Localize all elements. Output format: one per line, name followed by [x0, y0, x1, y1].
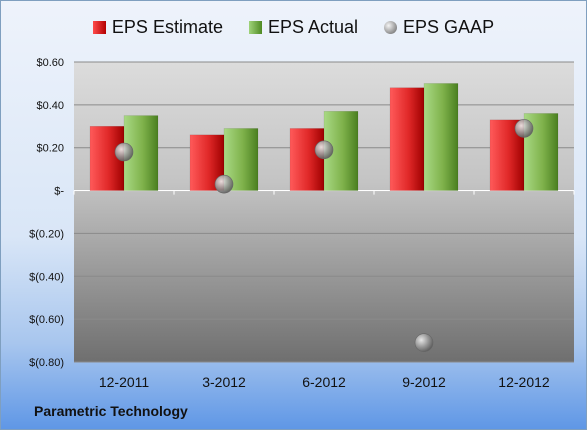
eps-estimate-bar	[389, 87, 425, 191]
eps-estimate-bar	[289, 128, 325, 191]
x-tick-label: 12-2011	[99, 374, 150, 390]
y-tick-label: $-	[54, 186, 64, 198]
bars	[89, 83, 559, 191]
eps-gaap-marker	[514, 119, 534, 138]
y-tick-label: $0.20	[36, 143, 64, 155]
x-tick-label: 6-2012	[302, 374, 346, 390]
y-tick-label: $(0.80)	[29, 357, 64, 369]
plot-area	[74, 62, 574, 362]
y-tick-label: $(0.20)	[29, 228, 64, 240]
company-name: Parametric Technology	[34, 403, 188, 419]
x-tick-label: 3-2012	[202, 374, 246, 390]
x-tick-label: 9-2012	[402, 374, 446, 390]
eps-gaap-marker	[314, 140, 334, 160]
legend-label-eps-estimate: EPS Estimate	[111, 17, 223, 37]
legend-item-eps-actual: EPS Actual	[248, 17, 359, 38]
y-axis: $0.60 $0.40 $0.20 $- $(0.20) $(0.40) $(0.60) $(…	[29, 57, 64, 369]
eps-gaap-marker	[114, 142, 134, 162]
legend-swatch-eps-gaap	[384, 21, 398, 34]
x-tick-label: 12-2012	[498, 374, 550, 390]
legend: EPS Estimate EPS Actual EPS GAAP	[1, 17, 586, 38]
legend-swatch-eps-estimate	[92, 21, 106, 34]
y-tick-label: $(0.40)	[29, 271, 64, 283]
eps-gaap-marker	[414, 333, 434, 353]
legend-label-eps-actual: EPS Actual	[267, 17, 359, 37]
y-tick-label: $(0.60)	[29, 314, 64, 326]
legend-label-eps-gaap: EPS GAAP	[403, 17, 495, 37]
eps-actual-bar	[423, 83, 459, 191]
y-tick-label: $0.60	[36, 57, 64, 69]
legend-swatch-eps-actual	[248, 21, 262, 34]
legend-item-eps-gaap: EPS GAAP	[384, 17, 494, 38]
gaap-markers	[114, 119, 534, 353]
legend-item-eps-estimate: EPS Estimate	[92, 17, 223, 38]
eps-gaap-marker	[214, 174, 234, 194]
x-axis: 12-2011 3-2012 6-2012 9-2012 12-2012	[73, 190, 575, 390]
y-tick-label: $0.40	[36, 100, 64, 112]
